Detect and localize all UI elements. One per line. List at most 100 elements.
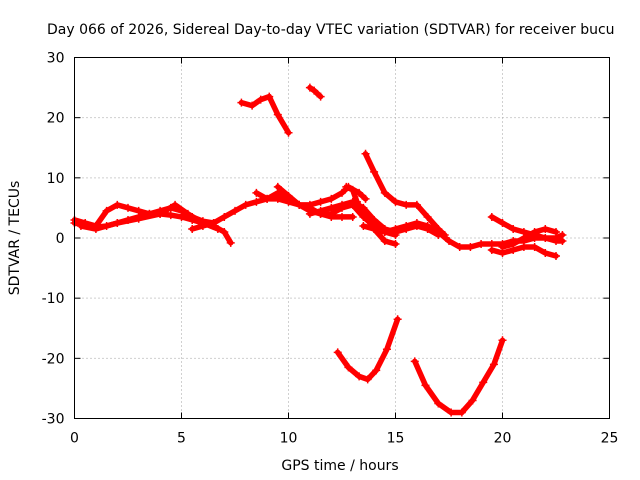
series-arc-9 [305, 197, 443, 239]
data-point [359, 203, 368, 212]
data-point [457, 408, 466, 417]
data-point [198, 221, 207, 230]
data-point [134, 206, 143, 215]
data-point [434, 224, 443, 233]
series-arc-10 [361, 149, 449, 239]
data-point [530, 227, 539, 236]
data-point [348, 212, 357, 221]
x-tick-label: 10 [280, 431, 298, 447]
data-point [124, 203, 132, 212]
data-point [310, 86, 319, 95]
data-point [361, 149, 370, 158]
data-point [344, 363, 353, 372]
x-tick-label: 15 [387, 431, 405, 447]
data-point [421, 381, 430, 390]
data-point [412, 221, 421, 230]
data-point [220, 212, 229, 221]
data-point [263, 194, 272, 203]
series-trace [412, 337, 506, 416]
data-point [412, 200, 421, 209]
data-point [226, 238, 235, 247]
data-point [237, 98, 246, 107]
data-point [530, 243, 539, 252]
data-point [76, 221, 85, 230]
y-tick-label: 0 [56, 231, 65, 247]
data-point [188, 224, 197, 233]
data-point [479, 378, 488, 387]
x-axis-label: GPS time / hours [281, 458, 398, 474]
data-series [70, 83, 567, 417]
data-point [348, 197, 357, 206]
data-point [372, 366, 381, 375]
data-point [248, 101, 257, 110]
data-point [380, 224, 389, 233]
data-point [348, 185, 357, 194]
data-point [509, 224, 518, 233]
data-point [391, 240, 400, 249]
data-point [284, 191, 293, 200]
series-arc-13 [498, 224, 560, 252]
data-point [541, 249, 550, 258]
data-point [477, 240, 486, 249]
data-point [316, 206, 325, 215]
data-point [273, 182, 282, 191]
data-point [380, 188, 389, 197]
chart-title: Day 066 of 2026, Sidereal Day-to-day VTE… [47, 22, 615, 38]
data-point [498, 218, 507, 227]
data-point [361, 194, 370, 203]
y-tick-label: 10 [47, 171, 65, 187]
data-point [370, 167, 379, 176]
data-point [382, 345, 391, 354]
data-point [342, 182, 351, 191]
data-point [541, 234, 550, 242]
x-tick-label: 0 [70, 431, 79, 447]
data-point [327, 194, 336, 203]
data-point [363, 375, 372, 384]
data-point [284, 128, 293, 137]
data-point [552, 227, 560, 236]
data-point [265, 92, 274, 101]
series-trace [189, 184, 369, 232]
data-point [519, 234, 528, 242]
series-arc-3 [76, 200, 222, 233]
data-point [102, 206, 111, 215]
data-point [156, 209, 165, 218]
data-point [91, 224, 100, 233]
data-point [391, 197, 400, 206]
y-tick-label: 20 [47, 111, 65, 127]
data-point [440, 230, 449, 239]
data-point [305, 209, 314, 218]
data-point [355, 372, 364, 381]
series-arc-15 [305, 83, 325, 101]
data-point [468, 396, 477, 405]
data-point [166, 211, 175, 220]
data-point [183, 209, 192, 218]
data-point [333, 348, 342, 357]
data-point [455, 243, 464, 252]
data-point [402, 200, 411, 209]
data-point [393, 315, 402, 324]
data-point [423, 224, 432, 233]
data-point [295, 200, 304, 209]
data-point [113, 218, 122, 227]
data-point [256, 95, 265, 104]
x-tick-label: 20 [494, 431, 512, 447]
data-point [489, 360, 498, 369]
data-point [410, 357, 419, 366]
data-point [552, 252, 560, 261]
data-point [370, 224, 379, 233]
data-point [391, 227, 400, 236]
data-point [434, 399, 443, 408]
data-point [445, 237, 453, 246]
data-point [316, 197, 325, 206]
data-point [466, 243, 475, 252]
series-trace [307, 84, 324, 100]
data-point [231, 206, 239, 215]
y-axis-label: SDTVAR / TECUs [7, 181, 23, 296]
data-point [423, 212, 432, 221]
series-arc-16 [333, 315, 402, 384]
data-point [519, 243, 528, 252]
data-point [327, 203, 336, 212]
axis-ticks: 0 5 10 15 20 25 -30 -20 -10 0 10 20 30 [42, 51, 619, 447]
